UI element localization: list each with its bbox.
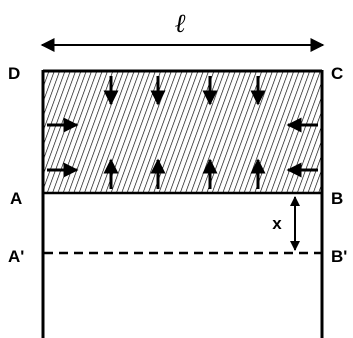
corner-label-c: C: [331, 64, 343, 83]
length-label: ℓ: [175, 9, 186, 38]
frame: [41, 69, 324, 338]
displacement-label: x: [272, 214, 282, 233]
soap-film: [44, 72, 321, 192]
shifted-label-b-prime: B': [331, 247, 347, 266]
corner-label-d: D: [8, 64, 20, 83]
length-dimension: ℓ: [40, 9, 325, 52]
displacement: x: [272, 196, 300, 251]
corner-label-b: B: [331, 189, 343, 208]
tension-arrows: [47, 76, 318, 189]
shifted-label-a-prime: A': [8, 247, 24, 266]
corner-label-a: A: [10, 189, 22, 208]
